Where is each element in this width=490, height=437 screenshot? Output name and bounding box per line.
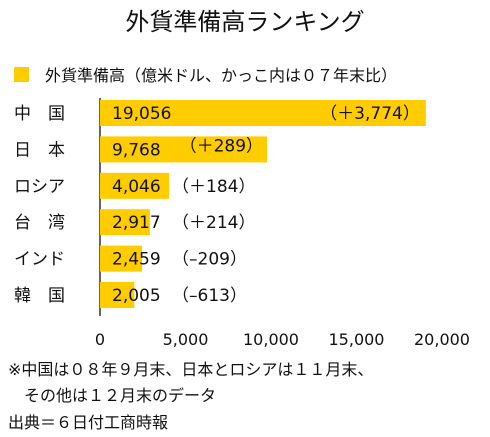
- x-axis-tick-labels: 0 5,000 10,000 15,000 20,000: [95, 330, 470, 349]
- note-line-1: ※中国は０８年９月末、日本とロシアは１１月末、: [8, 360, 373, 379]
- bar: [100, 100, 426, 126]
- category-label: インド: [14, 250, 65, 270]
- labels-layer: 中 国 19,056 （＋3,774） 日 本 9,768 （＋289） ロシア 4,046 （…: [14, 104, 420, 306]
- note-line-3: 出典＝６日付工商時報: [8, 413, 168, 432]
- value-label: 9,768: [112, 140, 161, 160]
- legend-swatch: [14, 67, 29, 82]
- category-label: 日 本: [14, 140, 65, 160]
- chart-title: 外貨準備高ランキング: [125, 8, 364, 36]
- value-label: 19,056: [112, 104, 171, 124]
- change-label: （＋214）: [172, 213, 255, 233]
- value-label: 4,046: [112, 177, 161, 197]
- bar: [100, 209, 150, 236]
- bar: [100, 282, 135, 308]
- bars-layer: [100, 100, 426, 308]
- x-tick-label: 0: [95, 330, 105, 349]
- change-label: （＋289）: [180, 136, 263, 156]
- x-tick-label: 5,000: [163, 330, 209, 349]
- bar: [100, 136, 268, 163]
- bar: [100, 245, 143, 272]
- change-label: （–613）: [172, 286, 247, 306]
- x-tick-label: 15,000: [329, 330, 385, 349]
- bar: [100, 172, 170, 199]
- change-label: （＋184）: [172, 177, 255, 197]
- x-tick-label: 20,000: [414, 330, 470, 349]
- category-label: 台 湾: [14, 213, 65, 233]
- category-label: 韓 国: [14, 286, 65, 306]
- value-label: 2,459: [112, 250, 161, 270]
- category-label: ロシア: [14, 177, 65, 197]
- legend-label: 外貨準備高（億米ドル、かっこ内は０７年末比）: [45, 66, 397, 85]
- x-tick-label: 10,000: [243, 330, 299, 349]
- change-label: （–209）: [172, 250, 247, 270]
- value-label: 2,917: [112, 213, 161, 233]
- value-label: 2,005: [112, 286, 161, 306]
- change-label: （＋3,774）: [320, 104, 420, 124]
- category-label: 中 国: [14, 104, 65, 124]
- note-line-2: その他は１２月末のデータ: [8, 386, 216, 405]
